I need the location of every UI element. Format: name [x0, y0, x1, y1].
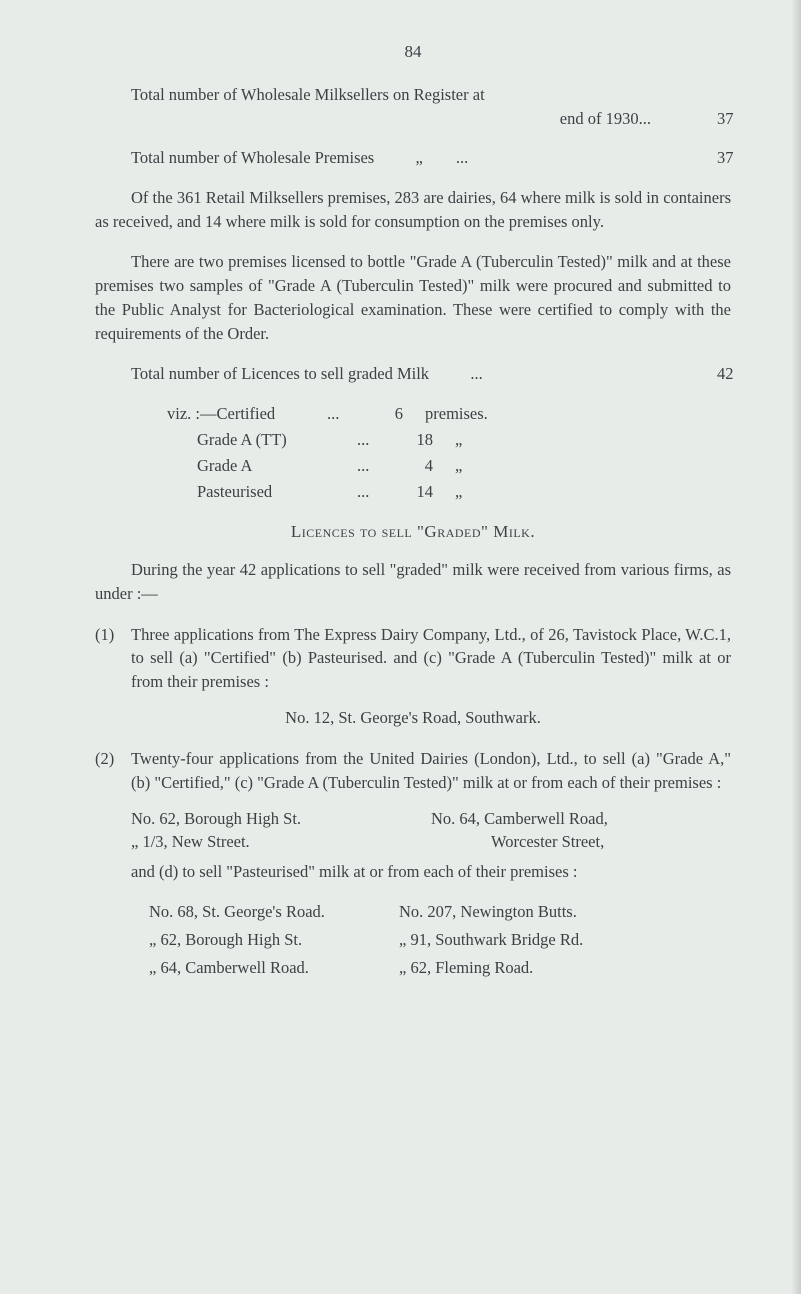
- page-number: 84: [95, 40, 731, 65]
- list-marker: (2): [95, 747, 131, 771]
- text: Total number of Wholesale Premises: [131, 148, 374, 167]
- address-row: „ 62, Borough High St. „ 91, Southwark B…: [149, 928, 731, 952]
- address: „ 1/3, New Street.: [131, 830, 431, 854]
- paragraph: There are two premises licensed to bottl…: [95, 250, 731, 346]
- viz-unit: premises.: [403, 402, 488, 426]
- dots: ...: [357, 480, 393, 504]
- paragraph: and (d) to sell "Pasteurised" milk at or…: [131, 860, 731, 884]
- ditto-mark: „: [433, 480, 462, 504]
- ditto-mark: „: [415, 148, 422, 167]
- text: Total number of Licences to sell graded …: [131, 364, 429, 383]
- dots: ...: [456, 148, 468, 167]
- document-page: 84 Total number of Wholesale Milksellers…: [0, 0, 801, 1294]
- ditto-mark: „: [433, 454, 462, 478]
- page-edge-shadow: [791, 0, 801, 1294]
- section-heading: Licences to sell "Graded" Milk.: [95, 520, 731, 545]
- viz-value: 4: [393, 454, 433, 478]
- licence-total: Total number of Licences to sell graded …: [95, 362, 731, 386]
- address-row: „ 64, Camberwell Road. „ 62, Fleming Roa…: [149, 956, 731, 980]
- col-right: No. 64, Camberwell Road, Worcester Stree…: [431, 807, 731, 855]
- stat-line-1: Total number of Wholesale Milksellers on…: [95, 83, 731, 107]
- dots: ...: [357, 428, 393, 452]
- address: No. 64, Camberwell Road,: [431, 807, 731, 831]
- address-left: „ 64, Camberwell Road.: [149, 956, 399, 980]
- stat-line: Total number of Licences to sell graded …: [95, 362, 731, 386]
- address-line: No. 12, St. George's Road, Southwark.: [95, 706, 731, 730]
- dots: ...: [357, 454, 393, 478]
- stat-value: 42: [681, 362, 731, 386]
- col-left: No. 62, Borough High St. „ 1/3, New Stre…: [131, 807, 431, 855]
- viz-rows: Grade A (TT) ... 18 „ Grade A ... 4 „ Pa…: [197, 428, 731, 504]
- stat-line-3: Total number of Wholesale Premises „ ...…: [95, 146, 731, 170]
- viz-value: 18: [393, 428, 433, 452]
- stat-label: end of 1930...: [95, 107, 681, 131]
- stat-line-2: end of 1930... 37: [95, 107, 731, 131]
- viz-breakdown: viz. :—Certified ... 6 premises. Grade A…: [167, 402, 731, 504]
- list-marker: (1): [95, 623, 131, 647]
- dots: ...: [327, 402, 363, 426]
- stat-value: 37: [681, 146, 731, 170]
- viz-label: Grade A (TT): [197, 428, 357, 452]
- viz-label: viz. :—Certified: [167, 402, 327, 426]
- address-list: No. 68, St. George's Road. No. 207, Newi…: [149, 900, 731, 980]
- stat-block-1: Total number of Wholesale Milksellers on…: [95, 83, 731, 131]
- list-item-1: (1)Three applications from The Express D…: [131, 623, 731, 695]
- viz-row: Pasteurised ... 14 „: [197, 480, 731, 504]
- address: No. 62, Borough High St.: [131, 807, 431, 831]
- viz-label: Pasteurised: [197, 480, 357, 504]
- address-right: „ 62, Fleming Road.: [399, 956, 731, 980]
- list-item-2: (2)Twenty-four applications from the Uni…: [131, 747, 731, 795]
- viz-row: Grade A ... 4 „: [197, 454, 731, 478]
- address-row: No. 68, St. George's Road. No. 207, Newi…: [149, 900, 731, 924]
- address-left: No. 68, St. George's Road.: [149, 900, 399, 924]
- list-text: Three applications from The Express Dair…: [131, 625, 731, 692]
- two-column-addresses: No. 62, Borough High St. „ 1/3, New Stre…: [131, 807, 731, 855]
- stat-label: Total number of Licences to sell graded …: [95, 362, 681, 386]
- viz-value: 6: [363, 402, 403, 426]
- viz-row-head: viz. :—Certified ... 6 premises.: [167, 402, 731, 426]
- address: Worcester Street,: [431, 830, 731, 854]
- paragraph: Of the 361 Retail Milksellers premises, …: [95, 186, 731, 234]
- address-left: „ 62, Borough High St.: [149, 928, 399, 952]
- address-right: „ 91, Southwark Bridge Rd.: [399, 928, 731, 952]
- dots: ...: [470, 364, 482, 383]
- address-right: No. 207, Newington Butts.: [399, 900, 731, 924]
- stat-value: 37: [681, 107, 731, 131]
- paragraph: During the year 42 applications to sell …: [95, 558, 731, 606]
- viz-label: Grade A: [197, 454, 357, 478]
- stat-block-2: Total number of Wholesale Premises „ ...…: [95, 146, 731, 170]
- stat-label: Total number of Wholesale Premises „ ...: [95, 146, 681, 170]
- viz-row: Grade A (TT) ... 18 „: [197, 428, 731, 452]
- list-text: Twenty-four applications from the United…: [131, 749, 731, 792]
- ditto-mark: „: [433, 428, 462, 452]
- viz-value: 14: [393, 480, 433, 504]
